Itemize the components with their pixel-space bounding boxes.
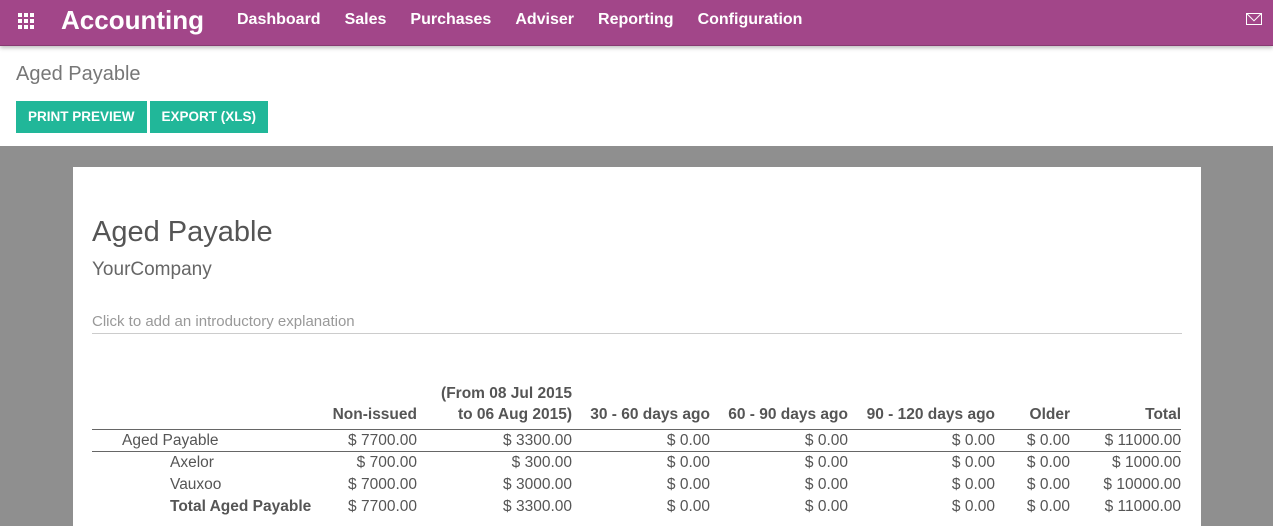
cell-value: $ 0.00 [1026, 475, 1070, 493]
cell-value: $ 300.00 [511, 453, 572, 471]
cell-value: $ 700.00 [356, 453, 417, 471]
cell-value: $ 3300.00 [503, 497, 572, 515]
col-60-90: 60 - 90 days ago [728, 406, 848, 423]
menu-configuration[interactable]: Configuration [697, 11, 803, 28]
cell-value: $ 0.00 [666, 431, 710, 449]
cell-value: $ 7700.00 [348, 497, 417, 515]
cell-value: $ 1000.00 [1112, 453, 1181, 471]
row-label[interactable]: Axelor [170, 453, 214, 471]
export-xls-button[interactable]: EXPORT (XLS) [149, 101, 269, 133]
cell-value: $ 10000.00 [1103, 475, 1181, 493]
app-title: Accounting [61, 5, 204, 35]
row-label: Total Aged Payable [170, 497, 312, 515]
cell-value: $ 0.00 [804, 431, 848, 449]
cell-value: $ 0.00 [951, 431, 995, 449]
cell-value: $ 11000.00 [1104, 431, 1181, 449]
cell-value: $ 0.00 [666, 453, 710, 471]
report-sheet [73, 167, 1201, 526]
main-menu: Dashboard Sales Purchases Adviser Report… [237, 11, 802, 29]
table-row[interactable]: Aged Payable $ 7700.00 $ 3300.00 $ 0.00 $ 0.… [92, 430, 1181, 452]
col-older: Older [1029, 406, 1070, 423]
company-name: YourCompany [92, 259, 212, 280]
cell-value: $ 7000.00 [348, 475, 417, 493]
cell-value: $ 3000.00 [503, 475, 572, 493]
col-total: Total [1145, 406, 1181, 423]
col-name [92, 383, 322, 430]
menu-dashboard[interactable]: Dashboard [237, 11, 321, 28]
cell-value: $ 0.00 [951, 497, 995, 515]
cell-value: $ 3300.00 [503, 431, 572, 449]
top-navbar: Accounting Dashboard Sales Purchases Adv… [0, 0, 1273, 46]
cell-value: $ 0.00 [804, 497, 848, 515]
menu-purchases[interactable]: Purchases [410, 11, 492, 28]
cell-value: $ 11000.00 [1104, 497, 1181, 515]
table-row[interactable]: Vauxoo $ 7000.00 $ 3000.00 $ 0.00 $ 0.00 $ 0.… [92, 474, 1181, 496]
print-preview-button[interactable]: PRINT PREVIEW [16, 101, 147, 133]
cell-value: $ 0.00 [951, 453, 995, 471]
col-30-60: 30 - 60 days ago [590, 406, 710, 423]
aged-payable-table: Non-issued (From 08 Jul 2015 to 06 Aug 2… [92, 383, 1181, 518]
col-90-120: 90 - 120 days ago [866, 406, 995, 423]
cell-value: $ 0.00 [804, 475, 848, 493]
cell-value: $ 0.00 [1026, 453, 1070, 471]
row-label: Aged Payable [122, 431, 219, 449]
menu-adviser[interactable]: Adviser [515, 11, 575, 28]
cell-value: $ 7700.00 [348, 431, 417, 449]
menu-reporting[interactable]: Reporting [598, 11, 674, 28]
report-title: Aged Payable [92, 216, 273, 248]
col-non-issued: Non-issued [332, 406, 417, 423]
cell-value: $ 0.00 [666, 475, 710, 493]
table-row[interactable]: Axelor $ 700.00 $ 300.00 $ 0.00 $ 0.00 $ 0.00… [92, 452, 1181, 474]
table-row[interactable]: Total Aged Payable $ 7700.00 $ 3300.00 $ 0.… [92, 496, 1181, 518]
cell-value: $ 0.00 [1026, 431, 1070, 449]
apps-grid-icon[interactable] [18, 13, 36, 29]
menu-sales[interactable]: Sales [344, 11, 387, 28]
col-current-period: (From 08 Jul 2015 to 06 Aug 2015) [441, 385, 572, 423]
cell-value: $ 0.00 [1026, 497, 1070, 515]
page-title: Aged Payable [16, 63, 141, 85]
cell-value: $ 0.00 [804, 453, 848, 471]
cell-value: $ 0.00 [951, 475, 995, 493]
table-header: Non-issued (From 08 Jul 2015 to 06 Aug 2… [92, 383, 1181, 430]
mail-icon[interactable] [1246, 13, 1262, 25]
cell-value: $ 0.00 [666, 497, 710, 515]
intro-explanation-field[interactable]: Click to add an introductory explanation [92, 313, 1182, 334]
row-label[interactable]: Vauxoo [170, 475, 222, 493]
